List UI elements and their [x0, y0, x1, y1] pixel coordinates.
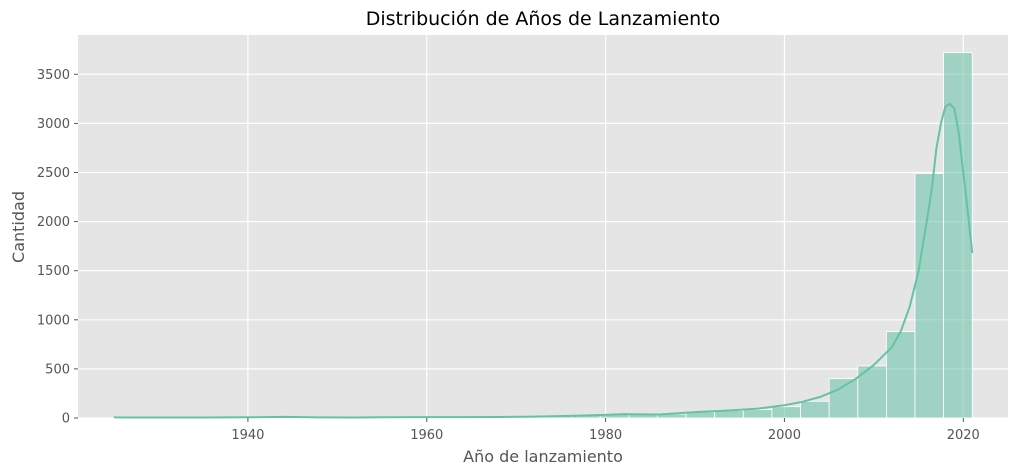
kde-curve — [113, 102, 974, 419]
x-tick-label: 1940 — [231, 428, 264, 443]
y-tick-label: 2000 — [37, 215, 70, 230]
histogram-bar — [742, 409, 773, 419]
y-tick-label: 3500 — [37, 68, 70, 83]
y-axis-ticks: 0 500 1000 1500 2000 2500 3000 3500 — [37, 68, 78, 427]
y-tick-label: 0 — [62, 412, 70, 427]
histogram-bar — [943, 52, 973, 419]
plot-area — [78, 35, 1008, 418]
y-axis-label: Cantidad — [9, 191, 28, 263]
x-tick-label: 2000 — [768, 428, 801, 443]
histogram-bar — [771, 406, 801, 419]
x-axis-ticks: 1940 1960 1980 2000 2020 — [231, 418, 980, 443]
histogram-bar — [885, 331, 916, 419]
x-axis-label: Año de lanzamiento — [463, 447, 623, 466]
x-tick-label: 1980 — [589, 428, 622, 443]
histogram-bar — [828, 378, 859, 419]
y-tick-label: 2500 — [37, 166, 70, 181]
histogram-bar — [800, 400, 830, 419]
y-tick-label: 3000 — [37, 117, 70, 132]
chart-title: Distribución de Años de Lanzamiento — [366, 8, 721, 30]
y-tick-label: 1000 — [37, 313, 70, 328]
y-tick-label: 1500 — [37, 264, 70, 279]
x-tick-label: 1960 — [410, 428, 443, 443]
x-tick-label: 2020 — [947, 428, 980, 443]
histogram-bars — [113, 52, 973, 419]
y-tick-label: 500 — [45, 362, 70, 377]
